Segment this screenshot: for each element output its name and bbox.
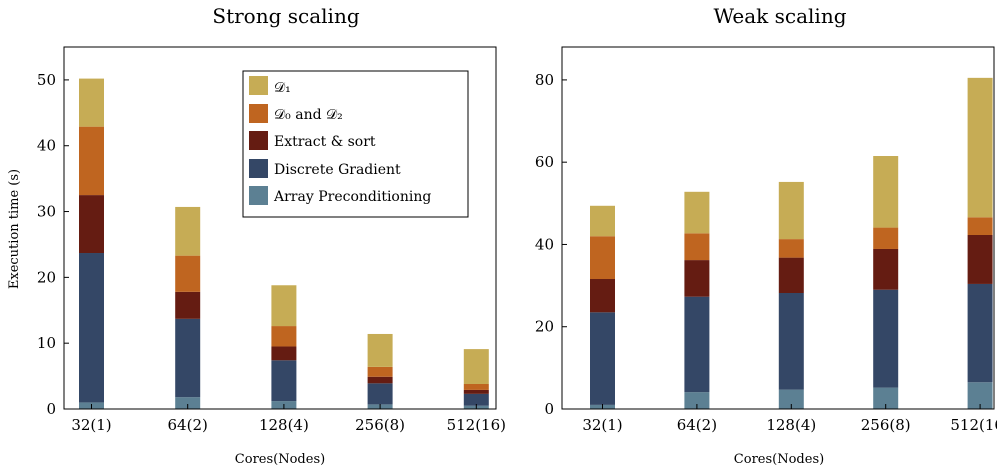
- legend-box: [242, 70, 469, 218]
- weak-ytick-label-0: 0: [544, 400, 554, 418]
- weak-scaling-y-ticks: 0 20 40 60 80: [535, 71, 567, 418]
- legend-item-discrete-gradient: Discrete Gradient: [249, 159, 401, 178]
- legend-label-discrete-gradient: Discrete Gradient: [274, 162, 401, 178]
- weak-bar-512-16-gradient: [967, 283, 993, 383]
- weak-xtick-label-128-4: 128(4): [766, 416, 816, 434]
- strong-bar-64-2-gradient: [175, 318, 201, 398]
- weak-bar-32-1-gradient: [590, 312, 615, 405]
- strong-bar-64-2-D1: [175, 206, 201, 256]
- strong-xtick-label-256-8: 256(8): [355, 416, 405, 434]
- legend-swatch-d1: [249, 76, 268, 95]
- legend-label-d1: 𝒟₁: [274, 80, 291, 96]
- weak-bar-256-8-D1: [873, 156, 899, 228]
- strong-bar-512-16-D0D2: [463, 383, 489, 390]
- legend-label-extract-sort: Extract & sort: [274, 134, 376, 150]
- legend-item-array-preconditioning: Array Preconditioning: [249, 186, 431, 205]
- strong-ytick-label-30: 30: [37, 203, 56, 221]
- strong-bar-32-1-extract: [79, 195, 104, 254]
- weak-scaling-xlabel: Cores(Nodes): [734, 452, 824, 467]
- weak-bar-256-8-D0D2: [873, 227, 899, 249]
- strong-bar-128-4-gradient: [271, 360, 297, 402]
- weak-bar-32-1-extract: [590, 279, 615, 313]
- strong-xtick-label-128-4: 128(4): [259, 416, 309, 434]
- legend: 𝒟₁ 𝒟₀ and 𝒟₂ Extract & sort Discrete Gra…: [242, 70, 469, 218]
- strong-ytick-label-0: 0: [46, 400, 56, 418]
- weak-ytick-label-20: 20: [535, 318, 554, 336]
- weak-scaling-bars: [590, 77, 993, 409]
- weak-scaling-panel: Weak scaling Cores(Nodes) 0 20 40 60 80 32(1…: [535, 4, 997, 467]
- legend-item-d0-d2: 𝒟₀ and 𝒟₂: [249, 104, 343, 123]
- weak-bar-64-2-precond: [684, 392, 710, 409]
- strong-bar-128-4-D1: [271, 285, 297, 327]
- weak-bar-256-8-precond: [873, 387, 899, 409]
- strong-bar-256-8-D1: [367, 333, 393, 367]
- strong-bar-64-2-extract: [175, 291, 201, 319]
- weak-bar-256-8-gradient: [873, 289, 899, 388]
- weak-bar-128-4-gradient: [778, 292, 804, 390]
- strong-bar-64-2-D0D2: [175, 255, 201, 292]
- strong-bar-256-8-D0D2: [367, 366, 393, 377]
- weak-scaling-plot-frame: [561, 46, 995, 410]
- weak-bar-64-2-D0D2: [684, 233, 710, 261]
- weak-scaling-title: Weak scaling: [713, 4, 846, 28]
- strong-bar-256-8-extract: [367, 376, 393, 384]
- strong-bar-32-1-D0D2: [79, 126, 104, 196]
- weak-bar-128-4-extract: [778, 257, 804, 293]
- strong-bar-512-16-gradient: [463, 393, 489, 406]
- weak-bar-512-16-D1: [967, 77, 993, 218]
- weak-ytick-label-80: 80: [535, 71, 554, 89]
- weak-bar-512-16-extract: [967, 234, 993, 284]
- weak-bar-64-2-extract: [684, 260, 710, 297]
- strong-scaling-xlabel: Cores(Nodes): [235, 452, 325, 467]
- legend-label-array-preconditioning: Array Preconditioning: [273, 189, 431, 205]
- legend-item-d1: 𝒟₁: [249, 76, 291, 96]
- weak-bar-256-8-extract: [873, 248, 899, 290]
- weak-ytick-label-60: 60: [535, 153, 554, 171]
- weak-xtick-label-256-8: 256(8): [861, 416, 911, 434]
- strong-bar-512-16-D1: [463, 349, 489, 384]
- legend-item-extract-sort: Extract & sort: [249, 131, 376, 150]
- strong-scaling-y-ticks: 0 10 20 30 40 50: [37, 71, 69, 418]
- strong-scaling-panel: Strong scaling Cores(Nodes) Execution ti…: [7, 4, 506, 467]
- weak-bar-64-2-D1: [684, 191, 710, 234]
- strong-bar-256-8-gradient: [367, 383, 393, 405]
- weak-bar-128-4-precond: [778, 389, 804, 409]
- strong-bar-64-2-precond: [175, 397, 201, 409]
- strong-bar-512-16-extract: [463, 389, 489, 394]
- weak-bar-128-4-D0D2: [778, 239, 804, 258]
- legend-swatch-extract-sort: [249, 131, 268, 150]
- strong-xtick-label-32-1: 32(1): [71, 416, 111, 434]
- weak-bar-64-2-gradient: [684, 296, 710, 393]
- strong-scaling-bars: [79, 78, 489, 409]
- weak-ytick-label-40: 40: [535, 235, 554, 253]
- strong-xtick-label-64-2: 64(2): [168, 416, 208, 434]
- weak-scaling-x-ticks: 32(1) 64(2) 128(4) 256(8) 512(16): [582, 404, 997, 434]
- weak-bar-512-16-D0D2: [967, 217, 993, 235]
- legend-swatch-discrete-gradient: [249, 159, 268, 178]
- legend-swatch-array-preconditioning: [249, 186, 268, 205]
- strong-bar-32-1-D1: [79, 78, 104, 127]
- strong-xtick-label-512-16: 512(16): [447, 416, 506, 434]
- weak-xtick-label-64-2: 64(2): [677, 416, 717, 434]
- weak-bar-128-4-D1: [778, 181, 804, 240]
- strong-ytick-label-10: 10: [37, 334, 56, 352]
- strong-bar-128-4-extract: [271, 346, 297, 361]
- strong-ytick-label-20: 20: [37, 268, 56, 286]
- strong-scaling-x-ticks: 32(1) 64(2) 128(4) 256(8) 512(16): [71, 404, 506, 434]
- strong-ytick-label-40: 40: [37, 137, 56, 155]
- strong-bar-128-4-D0D2: [271, 326, 297, 347]
- weak-bar-32-1-D1: [590, 205, 615, 237]
- strong-scaling-ylabel: Execution time (s): [7, 169, 22, 289]
- weak-xtick-label-512-16: 512(16): [950, 416, 997, 434]
- legend-swatch-d0-d2: [249, 104, 268, 123]
- legend-label-d0-d2: 𝒟₀ and 𝒟₂: [274, 107, 343, 123]
- strong-bar-32-1-gradient: [79, 253, 104, 403]
- strong-ytick-label-50: 50: [37, 71, 56, 89]
- weak-bar-32-1-D0D2: [590, 236, 615, 280]
- strong-scaling-plot-frame: [63, 46, 497, 410]
- weak-xtick-label-32-1: 32(1): [582, 416, 622, 434]
- strong-scaling-title: Strong scaling: [212, 4, 359, 28]
